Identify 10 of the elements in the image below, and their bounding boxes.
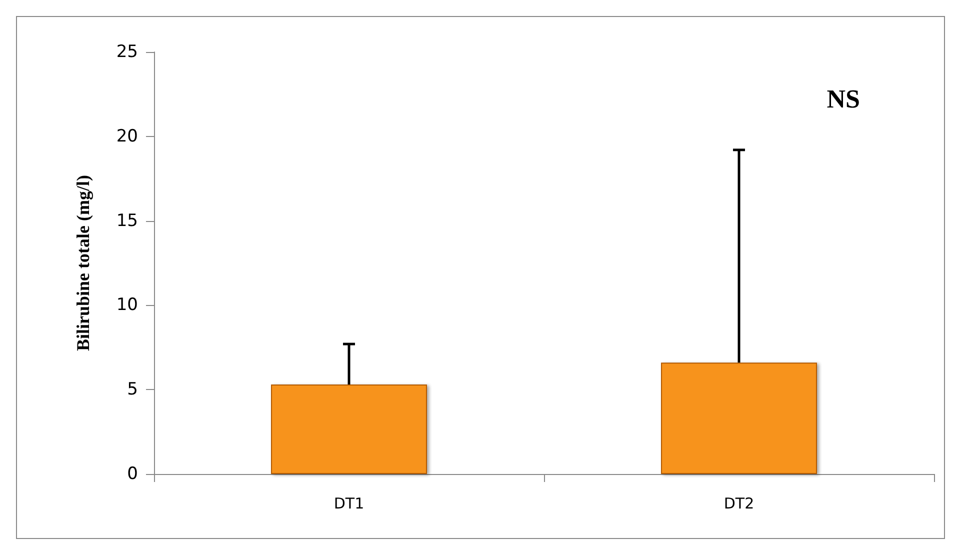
annotation: NS [826,84,860,114]
x-tick-label: DT2 [724,494,754,512]
y-tick-label: 20 [116,126,138,146]
y-tick-label: 5 [127,380,138,400]
y-tick-label: 25 [116,42,138,62]
y-tick-label: 15 [116,210,138,231]
y-axis-title: Bilirubine totale (mg/l) [73,175,93,351]
x-tick-label: DT1 [334,494,364,512]
y-tick-label: 10 [116,295,138,316]
y-tick-label: 0 [127,464,138,484]
